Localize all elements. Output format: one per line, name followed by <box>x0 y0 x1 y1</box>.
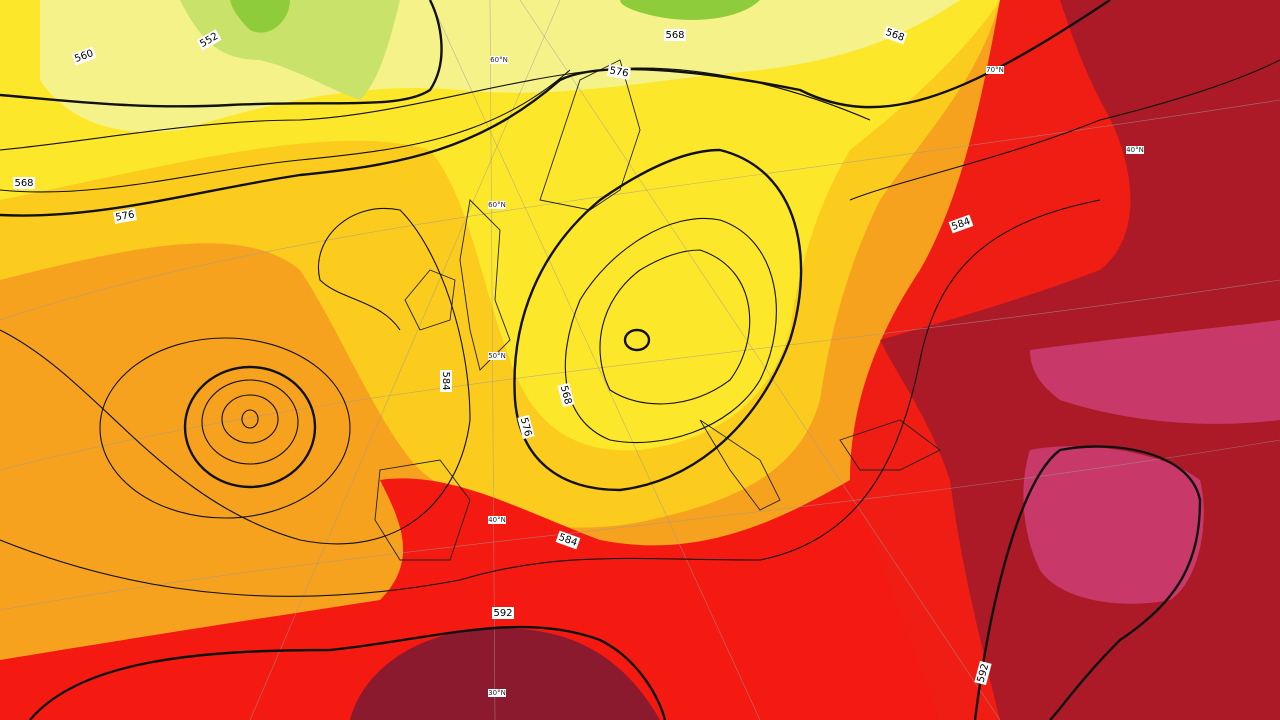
latitude-label-text: 30°N <box>488 689 506 697</box>
contour-label-text: 576 <box>609 65 630 79</box>
contour-label-bg <box>974 660 992 686</box>
contour-label: 592 <box>492 607 514 619</box>
latitude-label-bg <box>488 352 506 360</box>
contour-label-text: 568 <box>14 178 33 189</box>
contour-label-bg <box>71 46 97 66</box>
contour-label-bg <box>517 414 535 440</box>
latitude-label-bg <box>488 516 506 524</box>
contour-label: 576 <box>517 414 535 440</box>
latitude-label-text: 50°N <box>488 352 506 360</box>
contour-label: 584 <box>440 370 452 392</box>
contour-label-text: 576 <box>518 416 534 437</box>
contour-label-bg <box>196 29 222 51</box>
contour-label-text: 592 <box>976 662 992 683</box>
contour-label-bg <box>113 208 137 224</box>
contour-label: 592 <box>974 660 992 686</box>
latitude-label: 40°N <box>1126 146 1144 154</box>
contour-label-text: 568 <box>665 30 684 41</box>
latitude-label: 40°N <box>488 516 506 524</box>
latitude-label-text: 70°N <box>986 66 1004 74</box>
contour-label-bg <box>440 370 452 392</box>
contour-label-bg <box>555 530 581 550</box>
contour-label: 576 <box>113 208 137 224</box>
latitude-label: 60°N <box>488 201 506 209</box>
contour-label-bg <box>607 64 631 80</box>
latitude-label-bg <box>488 201 506 209</box>
contour-label-bg <box>13 177 35 189</box>
contour-label-text: 592 <box>493 608 512 619</box>
contour-label-bg <box>664 29 686 41</box>
contour-label: 568 <box>13 177 35 189</box>
contour-label: 568 <box>557 382 575 408</box>
contour-label-bg <box>948 214 974 234</box>
latitude-label-bg <box>1126 146 1144 154</box>
latitude-label: 50°N <box>488 352 506 360</box>
latitude-label-text: 60°N <box>488 201 506 209</box>
contour-label-bg <box>557 382 575 408</box>
contour-label-text: 576 <box>115 209 136 223</box>
latitude-label-bg <box>490 56 508 64</box>
latitude-label-text: 60°N <box>490 56 508 64</box>
latitude-label: 30°N <box>488 689 506 697</box>
latitude-label-bg <box>986 66 1004 74</box>
contour-label: 576 <box>607 64 631 80</box>
latitude-label: 60°N <box>490 56 508 64</box>
latitude-label-text: 40°N <box>1126 146 1144 154</box>
contour-label-text: 584 <box>440 371 451 390</box>
contour-label-bg <box>492 607 514 619</box>
latitude-label: 70°N <box>986 66 1004 74</box>
contour-label-bg <box>882 25 908 45</box>
latitude-label-text: 40°N <box>488 516 506 524</box>
latitude-label-bg <box>488 689 506 697</box>
contour-label: 568 <box>664 29 686 41</box>
contour-label-text: 568 <box>558 384 574 405</box>
